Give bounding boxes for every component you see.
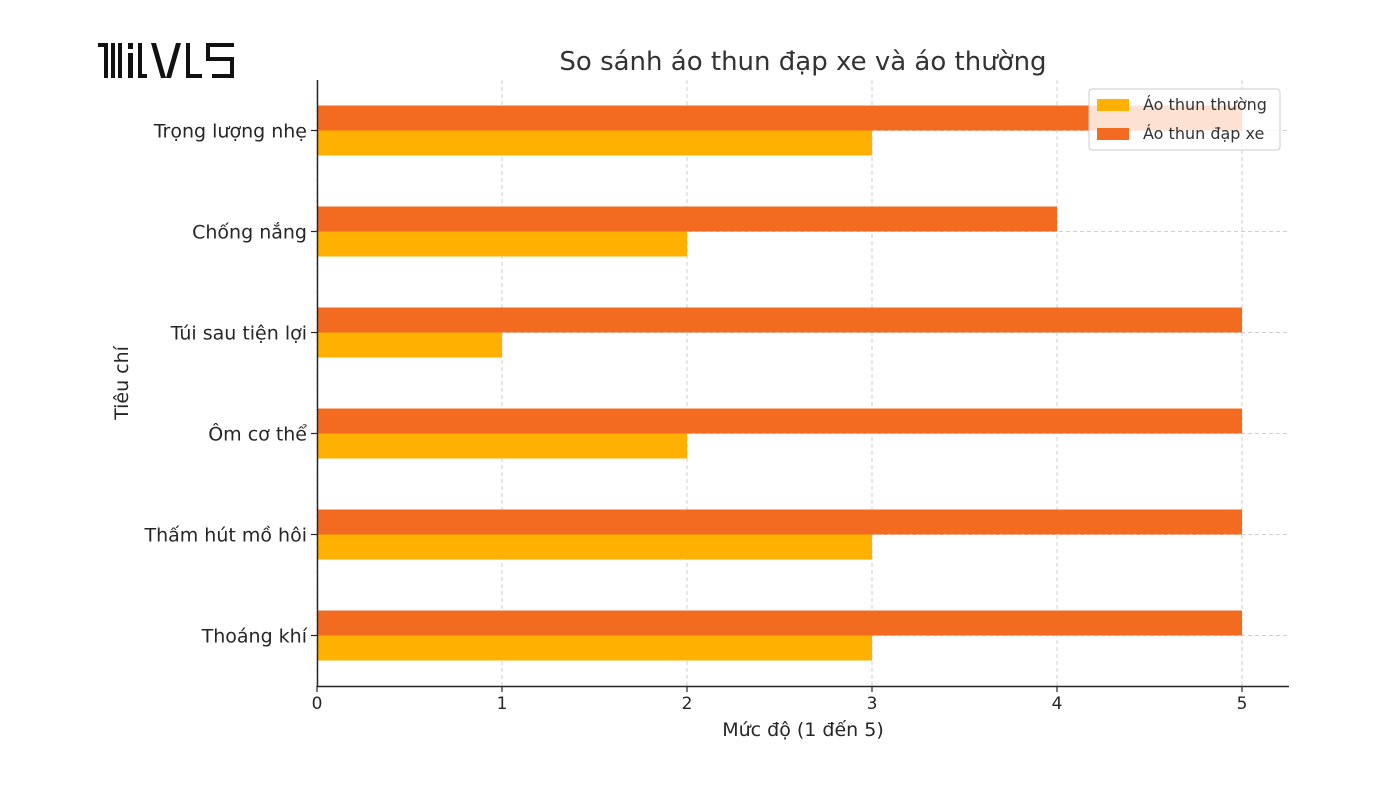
x-tick-label-3: 3 — [867, 694, 878, 714]
x-tick-label-5: 5 — [1237, 694, 1248, 714]
legend-swatch-ao-thun-dap-xe — [1097, 128, 1129, 140]
legend-box — [1088, 88, 1281, 151]
x-tick-label-1: 1 — [497, 694, 508, 714]
bar-ao-thun-dap-xe-tham-hut-mo-hoi — [317, 509, 1242, 535]
milvus-logo — [98, 43, 234, 78]
bar-ao-thun-dap-xe-trong-luong-nhe — [317, 105, 1242, 131]
legend-label-ao-thun-dap-xe: Áo thun đạp xe — [1143, 124, 1264, 143]
y-tick-label-thoang-khi: Thoáng khí — [201, 626, 308, 648]
x-axis-label: Mức độ (1 đến 5) — [722, 719, 884, 741]
x-tick-label-4: 4 — [1052, 694, 1063, 714]
axes — [316, 80, 1289, 688]
y-tick-label-om-co-the: Ôm cơ thể — [208, 422, 307, 446]
bar-ao-thun-thuong-tham-hut-mo-hoi — [317, 534, 872, 560]
x-tick-label-0: 0 — [312, 694, 323, 714]
bar-ao-thun-thuong-trong-luong-nhe — [317, 130, 872, 156]
chart-title: So sánh áo thun đạp xe và áo thường — [559, 47, 1046, 77]
legend-label-ao-thun-thuong: Áo thun thường — [1143, 95, 1267, 114]
bar-ao-thun-dap-xe-thoang-khi — [317, 610, 1242, 636]
y-tick-label-tham-hut-mo-hoi: Thấm hút mồ hôi — [143, 525, 307, 547]
y-axis-label: Tiêu chí — [111, 345, 133, 421]
x-tick-label-2: 2 — [682, 694, 693, 714]
bar-ao-thun-thuong-om-co-the — [317, 433, 687, 459]
bar-ao-thun-dap-xe-chong-nang — [317, 206, 1057, 232]
y-tick-label-tui-sau-tien-loi: Túi sau tiện lợi — [170, 323, 307, 345]
y-tick-label-chong-nang: Chống nắng — [192, 221, 307, 244]
x-ticks: 0 1 2 3 4 5 — [312, 686, 1248, 714]
y-ticks: Thoáng khí Thấm hút mồ hôi Ôm cơ thể Túi sa… — [143, 121, 317, 648]
legend-swatch-ao-thun-thuong — [1097, 99, 1129, 111]
legend: Áo thun thường Áo thun đạp xe — [1088, 88, 1281, 151]
bar-ao-thun-thuong-tui-sau-tien-loi — [317, 332, 502, 358]
bar-ao-thun-dap-xe-tui-sau-tien-loi — [317, 307, 1242, 333]
grid-lines — [316, 80, 1289, 686]
bar-ao-thun-thuong-chong-nang — [317, 231, 687, 257]
y-tick-label-trong-luong-nhe: Trọng lượng nhẹ — [153, 121, 307, 143]
bar-ao-thun-dap-xe-om-co-the — [317, 408, 1242, 434]
bar-ao-thun-thuong-thoang-khi — [317, 635, 872, 661]
bars — [317, 105, 1242, 661]
